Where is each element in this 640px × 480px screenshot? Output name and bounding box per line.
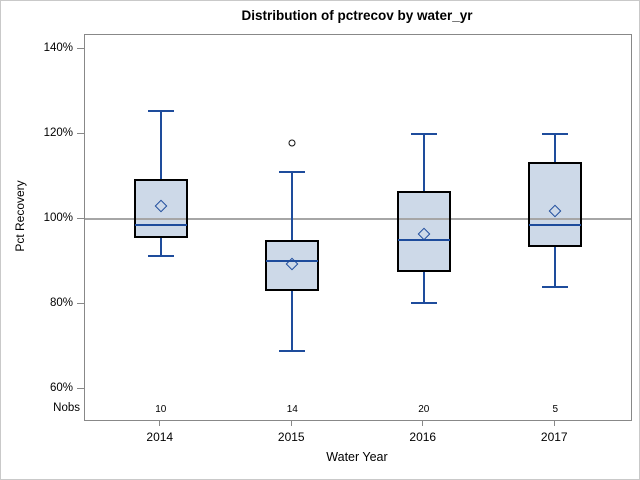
y-tick-140	[77, 48, 84, 50]
y-tick-120	[77, 133, 84, 134]
whisker-cap-top-2017	[542, 133, 569, 135]
y-tick-label-80: 80%	[49, 296, 73, 309]
y-tick-label-140: 140%	[43, 42, 73, 55]
box-2017	[528, 161, 583, 247]
y-tick-60	[77, 387, 84, 389]
x-tick-label-2017: 2017	[540, 430, 568, 444]
median-line-2014	[134, 224, 187, 227]
whisker-lower-2017	[554, 246, 557, 287]
x-tick-label-2016: 2016	[409, 430, 437, 444]
y-tick-label-60: 60%	[49, 381, 73, 394]
nobs-row-label: Nobs	[53, 402, 80, 414]
whisker-cap-top-2016	[410, 133, 437, 135]
median-line-2016	[397, 239, 450, 242]
box-2014	[133, 178, 188, 239]
x-tick-2017	[553, 420, 555, 426]
median-line-2015	[266, 260, 319, 263]
whisker-cap-bottom-2016	[410, 301, 437, 304]
nobs-value-2014: 10	[155, 404, 167, 415]
x-tick-label-2014: 2014	[146, 430, 174, 444]
whisker-cap-top-2014	[147, 109, 174, 112]
chart-title: Distribution of pctrecov by water_yr	[241, 8, 473, 23]
box-2015	[265, 240, 320, 292]
x-tick-label-2015: 2015	[277, 430, 305, 444]
whisker-cap-bottom-2015	[279, 349, 306, 352]
outlier-point-2015-0	[288, 139, 296, 146]
box-fill-2015	[265, 240, 320, 292]
x-axis-label: Water Year	[326, 450, 388, 464]
nobs-value-2015: 14	[286, 404, 298, 415]
x-tick-2016	[422, 420, 424, 426]
box-fill-2016	[396, 191, 451, 273]
whisker-cap-top-2015	[279, 171, 306, 174]
median-line-2017	[529, 224, 582, 227]
nobs-value-2016: 20	[418, 404, 430, 415]
y-tick-label-100: 100%	[43, 212, 73, 224]
nobs-value-2017: 5	[552, 404, 559, 415]
whisker-cap-bottom-2014	[147, 254, 174, 257]
reference-line-100pct	[85, 218, 631, 220]
box-fill-2017	[528, 161, 583, 247]
y-tick-label-120: 120%	[43, 127, 73, 139]
whisker-cap-bottom-2017	[542, 285, 569, 288]
x-tick-2014	[159, 420, 161, 426]
box-fill-2014	[133, 178, 188, 239]
y-tick-80	[77, 302, 84, 304]
whisker-upper-2016	[422, 134, 425, 192]
whisker-upper-2015	[291, 172, 294, 241]
whisker-lower-2015	[291, 291, 294, 351]
whisker-upper-2017	[554, 134, 557, 162]
whisker-lower-2016	[422, 272, 425, 303]
y-tick-100	[77, 218, 84, 219]
plot-area: 10 14 20 5	[84, 34, 632, 421]
whisker-lower-2014	[159, 238, 162, 256]
x-tick-2015	[290, 420, 292, 426]
box-2016	[396, 191, 451, 273]
whisker-upper-2014	[159, 110, 162, 179]
